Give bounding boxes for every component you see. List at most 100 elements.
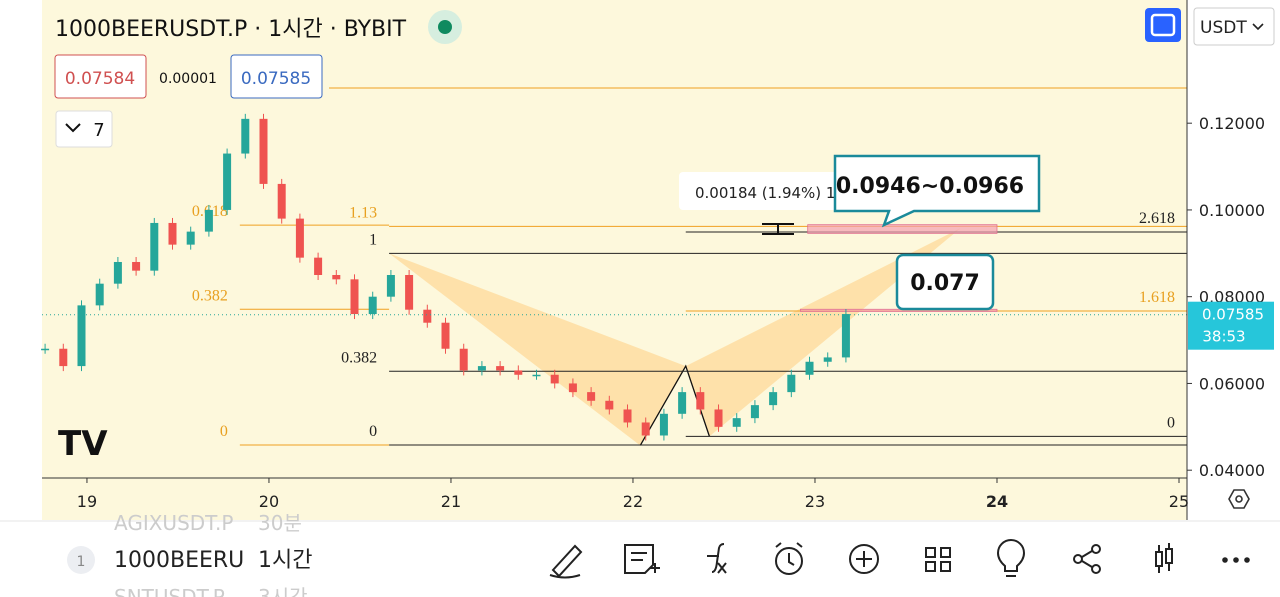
plot: 10.6180.38201.1310.38202.6181.61800.0018… xyxy=(41,66,1187,446)
candle xyxy=(769,392,778,406)
target-zone xyxy=(807,224,998,234)
candle xyxy=(150,222,159,271)
add-tool[interactable] xyxy=(849,544,879,574)
y-tick-label: 0.04000 xyxy=(1199,461,1265,480)
badge-bg xyxy=(67,546,95,574)
candle xyxy=(750,405,759,419)
x-tick-label: 19 xyxy=(77,492,97,511)
candle xyxy=(241,118,250,154)
share-node xyxy=(1091,564,1101,574)
candle xyxy=(332,275,341,280)
spread: 0.00001 xyxy=(159,71,217,87)
candle xyxy=(532,374,541,377)
fib-label: 0 xyxy=(369,423,377,440)
candle xyxy=(732,418,741,427)
candle xyxy=(550,374,559,384)
candle xyxy=(605,400,614,410)
fib-label: 1 xyxy=(369,231,377,248)
candle xyxy=(659,413,668,436)
candle xyxy=(314,257,323,276)
fib-label: 1.618 xyxy=(1139,289,1175,306)
settings-icon-center xyxy=(1235,495,1243,503)
callout-text: 0.0946~0.0966 xyxy=(836,174,1024,199)
currency-select[interactable] xyxy=(1193,7,1275,46)
candle xyxy=(368,296,377,315)
price-tag xyxy=(1188,301,1274,350)
candle xyxy=(259,118,268,184)
more-menu[interactable] xyxy=(1222,557,1250,563)
y-tick-label: 0.10000 xyxy=(1199,201,1265,220)
fib-label: 1.13 xyxy=(349,204,377,221)
candle xyxy=(295,218,304,258)
price-tag-countdown: 38:53 xyxy=(1202,328,1245,346)
layout-tool[interactable] xyxy=(925,547,951,572)
candle xyxy=(841,314,850,358)
candle xyxy=(405,275,414,310)
candle xyxy=(623,409,632,423)
price-tag-value: 0.07585 xyxy=(1202,306,1264,324)
alert-hands xyxy=(775,542,803,566)
candle xyxy=(823,357,832,362)
x-tick-label: 25 xyxy=(1169,492,1189,511)
currency: USDT xyxy=(1200,18,1247,38)
candle xyxy=(459,348,468,371)
candle xyxy=(514,370,523,375)
share-links xyxy=(1081,550,1093,568)
pattern-leg xyxy=(639,364,711,446)
candle xyxy=(113,261,122,284)
symbol-title: 1000BEERUSDT.P · 1시간 · BYBIT xyxy=(55,17,407,42)
watch-symbol[interactable]: 1000BEERU xyxy=(114,548,244,573)
candle xyxy=(441,322,450,349)
draw-tool[interactable] xyxy=(549,544,583,579)
alert-tool[interactable] xyxy=(775,547,803,575)
indicator-tool[interactable] xyxy=(707,543,727,574)
x-tick-label: 24 xyxy=(986,492,1008,511)
candle xyxy=(423,309,432,323)
ask-box[interactable] xyxy=(230,54,323,99)
watch-next-symbol[interactable]: SNTUSDT.P xyxy=(114,585,225,597)
toolbar xyxy=(549,539,1173,579)
note-tool[interactable] xyxy=(624,544,660,574)
fib-label: 0.382 xyxy=(341,349,377,366)
measure-label: 0.00184 (1.94%) 184 xyxy=(695,184,855,202)
share-node xyxy=(1091,544,1101,554)
settings-icon[interactable] xyxy=(1228,489,1250,509)
candle xyxy=(132,261,141,271)
indicators-toggle[interactable] xyxy=(55,110,113,148)
watch-prev-interval: 30분 xyxy=(258,511,302,535)
indicators-count: 7 xyxy=(93,120,104,141)
candle xyxy=(204,209,213,232)
callout-box xyxy=(833,154,1041,228)
candle xyxy=(714,409,723,427)
fullscreen-icon xyxy=(1150,13,1176,37)
chart-type-tool[interactable] xyxy=(1155,543,1173,573)
candle xyxy=(350,279,359,315)
callout-text: 0.077 xyxy=(910,271,980,296)
fib-label: 0 xyxy=(1167,414,1175,431)
candle xyxy=(77,305,86,367)
pattern-fill xyxy=(389,253,686,446)
status-dot xyxy=(438,20,452,34)
idea-tool[interactable] xyxy=(996,539,1026,577)
tv-logo: TV xyxy=(58,424,108,464)
watch-prev-symbol[interactable]: AGIXUSDT.P xyxy=(114,511,233,535)
candle xyxy=(386,275,395,297)
more-dot xyxy=(1222,557,1228,563)
bid-box[interactable] xyxy=(54,54,147,99)
candle xyxy=(787,374,796,393)
fib-label: 2.618 xyxy=(1139,210,1175,227)
fullscreen-button[interactable] xyxy=(1145,8,1181,42)
candle xyxy=(568,383,577,393)
dropdown-icon xyxy=(1252,23,1264,31)
more-dot xyxy=(1244,557,1250,563)
fib-label: 0.382 xyxy=(192,287,228,304)
share-tool[interactable] xyxy=(1073,554,1083,564)
pattern-fill xyxy=(685,228,961,437)
candle xyxy=(587,392,596,401)
candle xyxy=(186,231,195,245)
add-cross xyxy=(856,551,872,567)
target-zone xyxy=(800,308,998,312)
